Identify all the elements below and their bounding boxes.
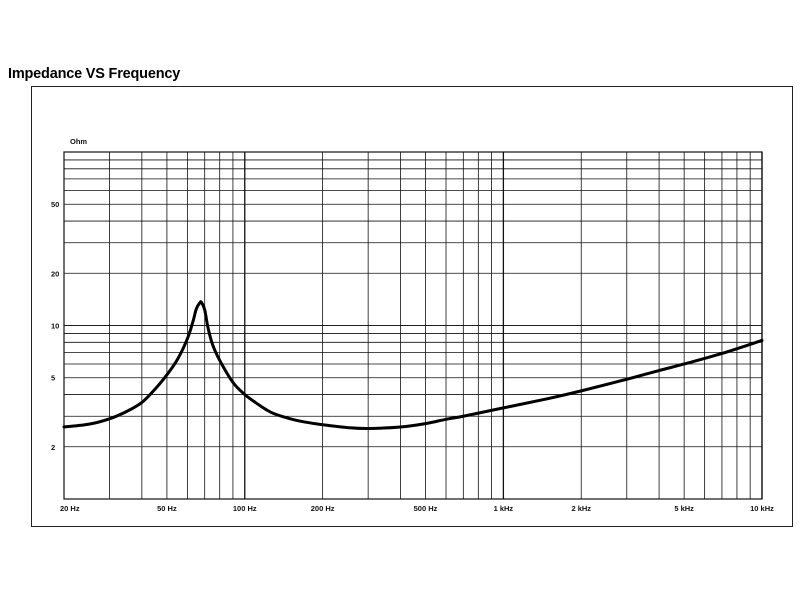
y-tick-label: 10 [51, 322, 59, 331]
x-tick-label: 100 Hz [233, 504, 257, 513]
x-tick-label: 10 kHz [750, 504, 774, 513]
x-tick-label: 5 kHz [674, 504, 694, 513]
y-tick-label: 5 [51, 374, 55, 383]
grid [63, 151, 763, 500]
x-tick-label: 50 Hz [157, 504, 177, 513]
plot-border [63, 151, 763, 500]
x-tick-label: 2 kHz [571, 504, 591, 513]
y-tick-label: 2 [51, 443, 55, 452]
x-tick-label: 20 Hz [60, 504, 80, 513]
y-tick-label: 50 [51, 200, 59, 209]
x-tick-label: 500 Hz [414, 504, 438, 513]
y-tick-labels: 2 5 10 20 50 [51, 200, 59, 452]
y-tick-label: 20 [51, 269, 59, 278]
x-tick-label: 1 kHz [494, 504, 514, 513]
x-tick-labels: 20 Hz 50 Hz 100 Hz 200 Hz 500 Hz 1 kHz 2 kHz 5 … [60, 504, 774, 513]
y-axis-label: Ohm [70, 137, 87, 146]
x-tick-label: 200 Hz [311, 504, 335, 513]
chart-frame [31, 86, 793, 527]
chart-title: Impedance VS Frequency [8, 66, 181, 82]
impedance-curve [62, 300, 764, 430]
